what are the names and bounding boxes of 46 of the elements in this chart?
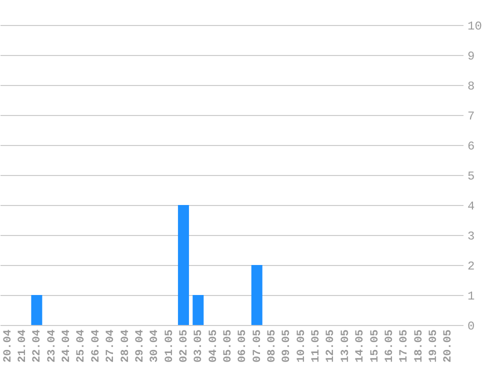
x-tick-label: 12.05: [325, 329, 338, 363]
y-tick-label: 2: [468, 260, 475, 274]
x-tick-label: 22.04: [32, 329, 44, 363]
y-tick-label: 7: [468, 110, 475, 124]
x-tick-label: 11.05: [310, 329, 323, 363]
x-tick-label: 30.04: [149, 329, 162, 363]
x-tick-label: 29.04: [134, 329, 146, 363]
y-tick-label: 3: [468, 230, 475, 244]
x-tick-label: 02.05: [178, 329, 190, 363]
x-tick-label: 15.05: [369, 329, 382, 363]
bar: [192, 295, 204, 325]
bar: [31, 295, 42, 325]
x-tick-label: 25.04: [76, 329, 88, 363]
x-tick-label: 14.05: [354, 329, 367, 363]
bar: [178, 205, 189, 325]
x-tick-label: 26.04: [90, 329, 102, 363]
y-tick-label: 1: [468, 290, 475, 304]
x-tick-label: 05.05: [222, 329, 234, 363]
x-tick-label: 04.05: [208, 329, 220, 363]
x-tick-label: 24.04: [61, 329, 74, 363]
x-tick-label: 20.05: [442, 329, 455, 363]
x-tick-label: 27.04: [105, 329, 118, 363]
x-tick-label: 23.04: [46, 329, 58, 363]
x-tick-label: 16.05: [384, 329, 396, 363]
y-tick-label: 4: [468, 200, 475, 214]
x-tick-label: 28.04: [120, 329, 132, 363]
bar: [251, 265, 262, 325]
x-tick-label: 09.05: [281, 329, 294, 363]
y-tick-label: 8: [468, 80, 475, 94]
x-tick-label: 13.05: [340, 329, 352, 363]
x-tick-label: 07.05: [252, 329, 264, 363]
y-tick-label: 0: [468, 320, 475, 334]
x-tick-label: 08.05: [266, 329, 279, 363]
y-tick-label: 6: [468, 140, 475, 154]
x-tick-label: 20.04: [2, 329, 14, 363]
x-tick-label: 21.04: [17, 329, 30, 363]
x-tick-label: 03.05: [193, 329, 206, 363]
x-tick-label: 01.05: [164, 329, 176, 363]
y-tick-label: 5: [468, 170, 475, 184]
x-tick-label: 18.05: [413, 329, 426, 363]
x-tick-label: 10.05: [296, 329, 308, 363]
x-tick-label: 17.05: [398, 329, 411, 363]
x-tick-label: 19.05: [428, 329, 440, 363]
x-tick-label: 06.05: [237, 329, 250, 363]
y-tick-label: 10: [468, 20, 482, 34]
y-tick-label: 9: [468, 50, 475, 64]
